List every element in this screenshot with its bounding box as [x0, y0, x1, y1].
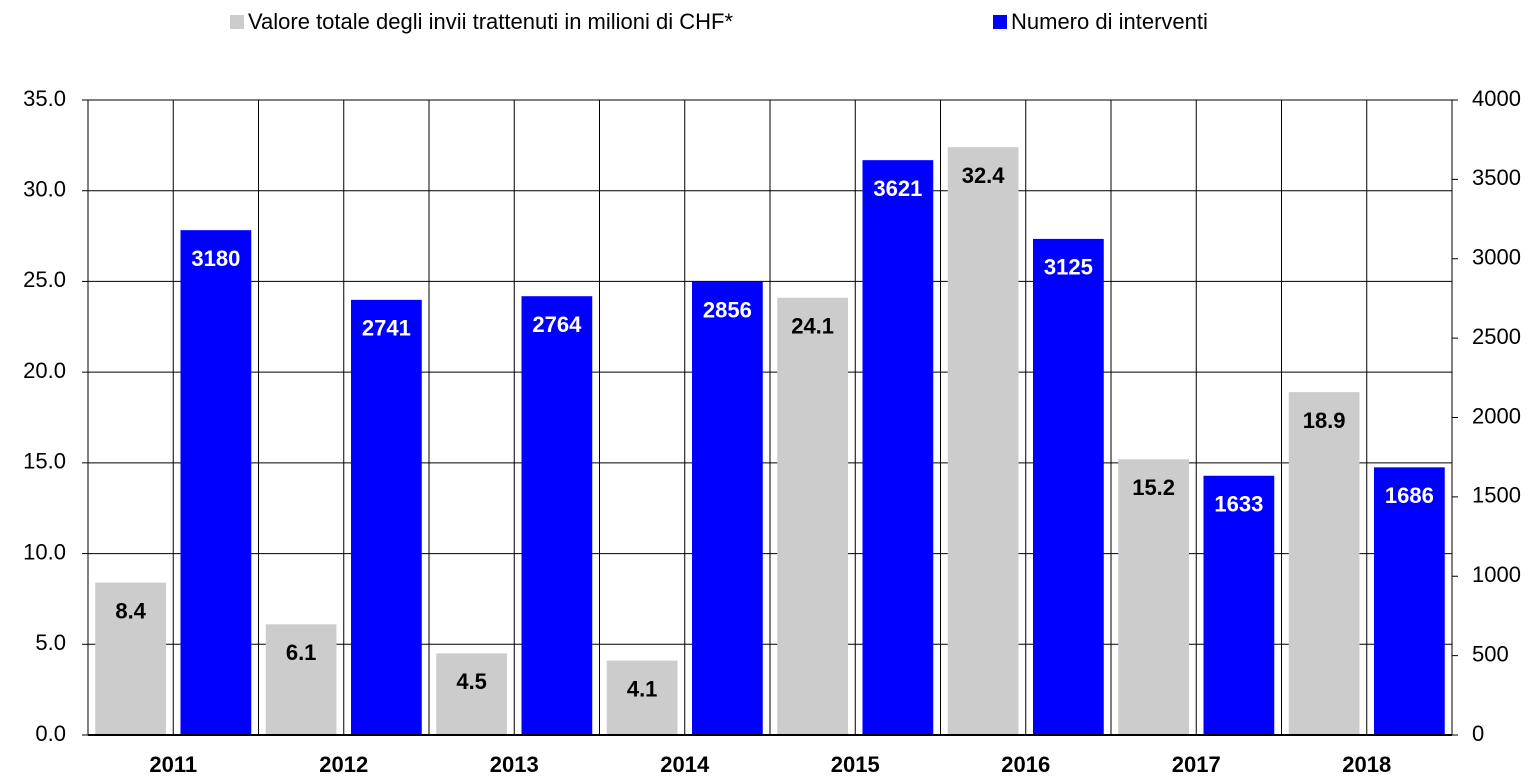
x-tick-label: 2016	[1001, 752, 1050, 777]
bar	[95, 582, 167, 735]
bar	[265, 624, 337, 735]
value-label: 2741	[362, 316, 411, 341]
y-tick-label: 15.0	[23, 449, 66, 474]
y-tick-label: 20.0	[23, 358, 66, 383]
y-tick-label: 0.0	[35, 721, 66, 746]
value-label: 32.4	[962, 163, 1006, 188]
x-tick-label: 2012	[319, 752, 368, 777]
value-label: 4.5	[456, 669, 487, 694]
legend-label: Numero di interventi	[1011, 9, 1208, 34]
value-label: 4.1	[627, 676, 658, 701]
x-tick-label: 2015	[831, 752, 880, 777]
bar	[350, 299, 422, 735]
value-label: 1686	[1385, 483, 1434, 508]
y2-tick-label: 0	[1472, 721, 1484, 746]
bar	[691, 281, 763, 735]
y-tick-label: 25.0	[23, 267, 66, 292]
bar	[1118, 459, 1190, 735]
legend-label: Valore totale degli invii trattenuti in …	[248, 9, 733, 34]
bar	[606, 660, 678, 735]
y-tick-label: 5.0	[35, 630, 66, 655]
bar	[1373, 467, 1445, 735]
value-label: 3180	[191, 246, 240, 271]
y2-tick-label: 4000	[1472, 86, 1521, 111]
y2-tick-label: 500	[1472, 641, 1509, 666]
y2-tick-label: 2000	[1472, 403, 1521, 428]
y2-tick-label: 2500	[1472, 324, 1521, 349]
bar	[947, 147, 1019, 735]
x-tick-label: 2018	[1342, 752, 1391, 777]
bar	[1288, 392, 1360, 735]
x-tick-label: 2017	[1172, 752, 1221, 777]
y-tick-label: 35.0	[23, 86, 66, 111]
bar	[1032, 238, 1104, 735]
value-label: 2764	[532, 312, 582, 337]
bar	[521, 296, 593, 735]
x-tick-label: 2014	[660, 752, 710, 777]
x-tick-label: 2013	[490, 752, 539, 777]
value-label: 3621	[873, 176, 922, 201]
y2-tick-label: 1500	[1472, 483, 1521, 508]
y2-tick-label: 1000	[1472, 562, 1521, 587]
value-label: 6.1	[286, 640, 317, 665]
value-label: 3125	[1044, 255, 1093, 280]
y-tick-label: 30.0	[23, 177, 66, 202]
bar	[1203, 475, 1275, 735]
legend-swatch	[230, 15, 244, 29]
bar	[777, 297, 849, 735]
legend-swatch	[993, 15, 1007, 29]
value-label: 18.9	[1303, 408, 1346, 433]
bar	[180, 230, 252, 736]
y2-tick-label: 3500	[1472, 165, 1521, 190]
bar	[436, 653, 508, 735]
value-label: 2856	[703, 297, 752, 322]
x-tick-label: 2011	[149, 752, 197, 777]
y2-tick-label: 3000	[1472, 245, 1521, 270]
y-tick-label: 10.0	[23, 539, 66, 564]
value-label: 1633	[1214, 492, 1263, 517]
value-label: 15.2	[1132, 475, 1175, 500]
value-label: 24.1	[791, 314, 834, 339]
value-label: 8.4	[115, 598, 146, 623]
bar	[862, 160, 934, 735]
